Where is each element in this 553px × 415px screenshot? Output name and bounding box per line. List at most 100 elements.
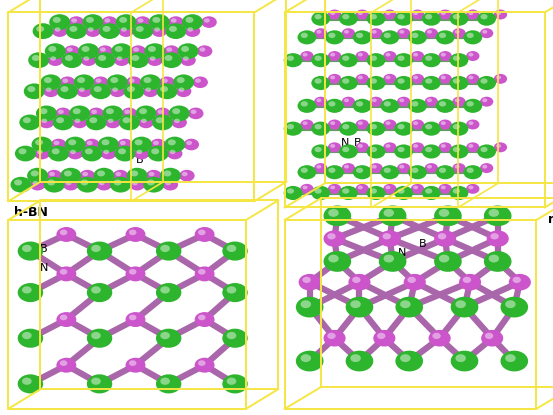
Circle shape [298, 99, 316, 113]
Circle shape [124, 110, 130, 114]
Circle shape [18, 148, 27, 154]
Circle shape [176, 85, 191, 97]
Circle shape [494, 74, 507, 84]
Circle shape [180, 54, 196, 66]
Circle shape [425, 56, 432, 61]
Circle shape [134, 148, 149, 159]
Circle shape [113, 170, 128, 181]
Circle shape [395, 351, 423, 371]
Circle shape [302, 186, 307, 189]
Circle shape [169, 105, 190, 121]
Circle shape [395, 297, 423, 317]
Circle shape [91, 378, 101, 385]
Circle shape [126, 312, 145, 327]
Circle shape [98, 137, 119, 152]
Circle shape [372, 165, 377, 168]
Circle shape [439, 142, 452, 152]
Circle shape [316, 98, 321, 102]
Circle shape [82, 14, 103, 30]
Circle shape [299, 274, 321, 290]
Circle shape [132, 181, 138, 185]
Circle shape [188, 107, 204, 119]
Circle shape [427, 165, 432, 168]
Circle shape [379, 251, 406, 272]
Circle shape [315, 56, 322, 61]
Circle shape [33, 23, 54, 39]
Circle shape [22, 332, 32, 339]
Circle shape [453, 147, 460, 152]
Circle shape [156, 83, 178, 99]
Circle shape [463, 277, 471, 283]
Circle shape [97, 171, 105, 176]
Circle shape [41, 119, 47, 123]
Circle shape [324, 251, 351, 272]
Circle shape [155, 117, 164, 123]
Circle shape [399, 30, 404, 34]
Circle shape [353, 30, 372, 44]
Circle shape [302, 53, 307, 56]
Circle shape [400, 354, 410, 362]
Circle shape [135, 16, 150, 28]
Circle shape [325, 165, 344, 179]
Circle shape [172, 108, 180, 114]
Circle shape [450, 12, 468, 26]
Circle shape [183, 56, 189, 61]
Circle shape [369, 97, 383, 107]
Circle shape [200, 47, 205, 52]
Circle shape [127, 168, 148, 183]
Circle shape [54, 141, 59, 145]
Circle shape [60, 269, 67, 275]
Circle shape [302, 277, 311, 283]
Circle shape [367, 53, 385, 67]
Circle shape [162, 78, 168, 83]
Circle shape [60, 76, 75, 88]
Circle shape [384, 33, 391, 38]
Circle shape [456, 354, 466, 362]
Circle shape [103, 150, 109, 154]
Circle shape [122, 107, 137, 119]
Circle shape [439, 168, 446, 173]
Circle shape [311, 122, 330, 136]
Circle shape [328, 209, 338, 217]
Circle shape [356, 101, 363, 107]
Circle shape [411, 184, 424, 194]
Circle shape [485, 333, 493, 339]
Circle shape [30, 171, 39, 176]
Circle shape [481, 147, 488, 152]
Circle shape [167, 148, 182, 159]
Circle shape [358, 186, 363, 189]
Circle shape [90, 83, 111, 99]
Circle shape [330, 11, 335, 15]
Circle shape [27, 168, 48, 183]
Circle shape [117, 139, 133, 150]
Circle shape [487, 230, 509, 247]
Circle shape [179, 170, 195, 181]
Circle shape [436, 30, 455, 44]
Circle shape [425, 188, 432, 194]
Circle shape [144, 43, 165, 59]
Circle shape [463, 165, 482, 179]
Circle shape [184, 139, 199, 150]
Circle shape [152, 17, 160, 23]
Circle shape [198, 269, 206, 275]
Circle shape [496, 144, 501, 148]
Circle shape [227, 332, 236, 339]
Circle shape [160, 86, 168, 92]
Circle shape [398, 14, 405, 20]
Circle shape [367, 144, 385, 159]
Circle shape [122, 117, 131, 123]
Circle shape [112, 88, 118, 92]
Circle shape [383, 142, 397, 152]
Circle shape [468, 76, 473, 79]
Circle shape [344, 98, 349, 102]
Circle shape [346, 297, 373, 317]
Circle shape [314, 163, 327, 173]
Circle shape [156, 374, 181, 393]
Circle shape [284, 122, 302, 136]
Circle shape [370, 147, 377, 152]
Text: N: N [341, 138, 349, 148]
Text: B: B [419, 239, 427, 249]
Circle shape [413, 121, 418, 125]
Circle shape [441, 11, 446, 15]
Circle shape [328, 51, 341, 61]
